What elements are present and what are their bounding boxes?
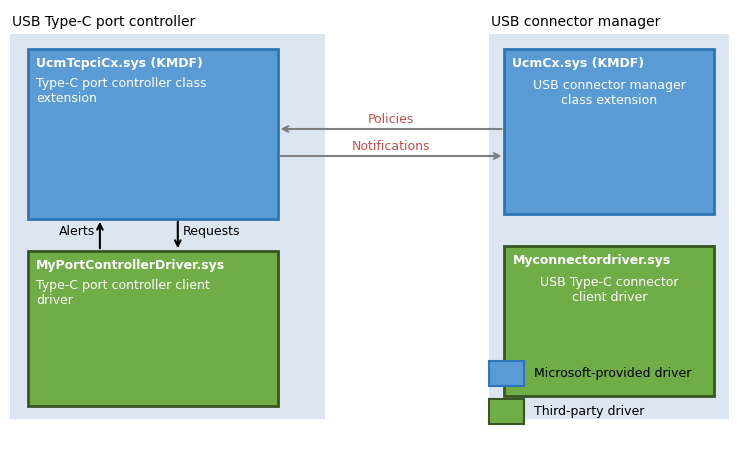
Text: USB connector manager: USB connector manager [492, 15, 661, 29]
FancyBboxPatch shape [504, 49, 714, 214]
FancyBboxPatch shape [10, 34, 324, 419]
FancyBboxPatch shape [489, 399, 525, 424]
FancyBboxPatch shape [28, 251, 278, 406]
FancyBboxPatch shape [504, 246, 714, 396]
Text: USB Type-C port controller: USB Type-C port controller [12, 15, 195, 29]
Text: Type-C port controller class
extension: Type-C port controller class extension [36, 77, 206, 105]
Text: UcmTcpciCx.sys (KMDF): UcmTcpciCx.sys (KMDF) [36, 57, 203, 70]
Text: Policies: Policies [368, 113, 414, 126]
Text: Microsoft-provided driver: Microsoft-provided driver [534, 367, 692, 381]
FancyBboxPatch shape [489, 361, 525, 386]
Text: Third-party driver: Third-party driver [534, 405, 645, 419]
Text: USB connector manager
class extension: USB connector manager class extension [533, 79, 685, 107]
FancyBboxPatch shape [489, 34, 729, 419]
Text: UcmCx.sys (KMDF): UcmCx.sys (KMDF) [512, 57, 645, 70]
Text: Myconnectordriver.sys: Myconnectordriver.sys [512, 254, 671, 267]
Text: MyPortControllerDriver.sys: MyPortControllerDriver.sys [36, 259, 225, 272]
FancyBboxPatch shape [28, 49, 278, 219]
Text: Type-C port controller client
driver: Type-C port controller client driver [36, 279, 210, 307]
Text: Notifications: Notifications [352, 140, 430, 153]
Text: Alerts: Alerts [59, 225, 95, 237]
Text: USB Type-C connector
client driver: USB Type-C connector client driver [540, 276, 679, 304]
Text: Requests: Requests [183, 225, 240, 237]
